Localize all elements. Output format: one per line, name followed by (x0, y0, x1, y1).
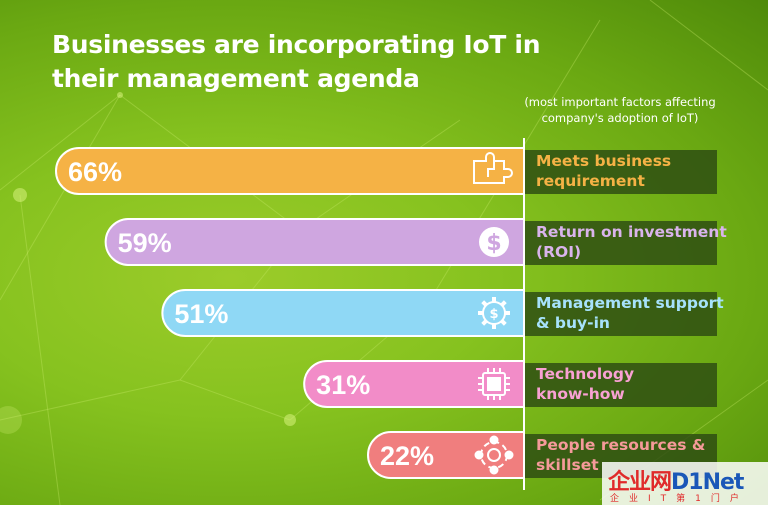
bar-group: 66% Meets business requirement (55, 147, 717, 195)
gear-dollar-icon: $ (478, 297, 510, 329)
category-label-box (525, 150, 717, 194)
bar (367, 431, 525, 479)
chart-subtitle: (most important factors affecting compan… (524, 95, 716, 125)
value-label: 59% (118, 228, 172, 258)
bar (104, 218, 525, 266)
value-label: 31% (316, 370, 370, 400)
bar (303, 360, 525, 408)
category-label-box (525, 363, 717, 407)
category-label: Meets business requirement (536, 152, 671, 190)
bar-group: 31% Technology know-how (303, 360, 717, 408)
bar (55, 147, 525, 195)
people-network-icon (474, 435, 514, 475)
value-label: 22% (380, 441, 434, 471)
dollar-icon: $ (479, 227, 509, 257)
watermark-logo: 企业网D1Net 企业IT第1门户 (602, 462, 768, 505)
svg-text:$: $ (486, 231, 501, 256)
puzzle-icon (473, 152, 513, 184)
watermark-blue-text: D1Net (671, 470, 744, 495)
category-label-box (525, 292, 717, 336)
category-label-box (525, 221, 717, 265)
watermark-title: 企业网D1Net (608, 464, 744, 496)
bar-group: 59% $ Return on investment (ROI) (104, 218, 727, 266)
category-label: Technology know-how (536, 365, 634, 403)
watermark-subtitle: 企业IT第1门户 (610, 494, 749, 504)
category-label: Return on investment (ROI) (536, 223, 727, 261)
watermark-red-text: 企业网 (608, 470, 672, 495)
category-label: Management support & buy-in (536, 294, 724, 332)
chip-icon (478, 368, 510, 400)
value-label: 51% (174, 299, 228, 329)
chart-title: Businesses are incorporating IoT in thei… (52, 30, 541, 93)
category-label: People resources & skillset (536, 436, 705, 474)
svg-text:$: $ (489, 307, 498, 322)
value-label: 66% (68, 157, 122, 187)
bar (161, 289, 525, 337)
bar-group: 51% $ Management support & buy-in (161, 289, 724, 337)
